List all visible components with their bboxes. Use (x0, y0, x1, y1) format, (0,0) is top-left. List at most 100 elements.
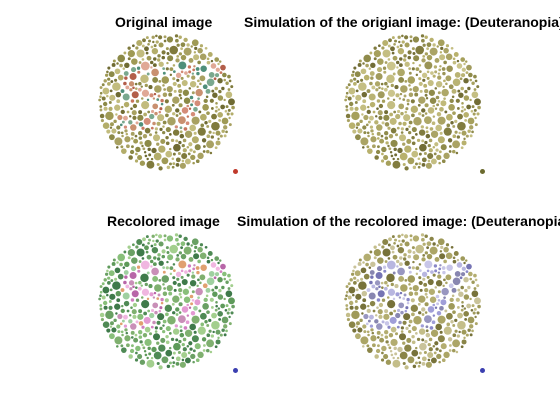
plate-dot (377, 344, 380, 348)
plate-dot (211, 320, 220, 330)
plate-dot (404, 35, 409, 40)
plate-dot (396, 356, 400, 360)
plate-dot (206, 333, 211, 338)
plate-dot (117, 273, 124, 280)
plate-dot (225, 81, 229, 85)
plate-dot (179, 325, 183, 329)
plate-dot (120, 344, 124, 348)
plate-dot (153, 351, 162, 360)
plate-dot (417, 157, 421, 161)
plate-dot (166, 165, 171, 170)
plate-dot (403, 54, 407, 58)
plate-dot (384, 131, 389, 136)
plate-dot (142, 332, 148, 338)
plate-dot (176, 43, 180, 47)
plate-dot (457, 320, 466, 330)
plate-dot (368, 266, 372, 269)
plate-dot (409, 238, 413, 242)
plate-dot (117, 74, 124, 81)
plate-dot (380, 134, 384, 138)
plate-dot (116, 345, 119, 348)
plate-dot (152, 239, 155, 243)
plate-dot (427, 358, 431, 362)
plate-dot (192, 349, 196, 353)
plate-dot (426, 253, 433, 260)
plate-dot (177, 116, 186, 125)
plate-dot (391, 235, 395, 239)
plate-dot (398, 77, 405, 83)
plate-dot (464, 118, 468, 122)
plate-dot (434, 286, 438, 289)
plate-dot (169, 361, 172, 365)
plate-dot (200, 322, 205, 327)
plate-dot (405, 107, 409, 111)
plate-dot (193, 54, 200, 61)
plate-dot (179, 329, 183, 333)
plate-dot (157, 313, 165, 321)
plate-dot (166, 51, 170, 55)
plate-dot (377, 290, 385, 298)
plate-dot (193, 51, 197, 54)
plate-dot (172, 96, 180, 104)
plate-dot (396, 126, 400, 130)
plate-dot (165, 325, 171, 332)
plate-dot (175, 108, 180, 113)
plate-dot (123, 125, 128, 129)
plate-dot (411, 150, 419, 158)
plate-dot (191, 315, 200, 324)
plate-dot (178, 302, 183, 307)
plate-dot (175, 271, 182, 277)
plate-dot (437, 75, 442, 80)
plate-dot (157, 54, 161, 58)
plate-dot (141, 101, 150, 110)
plate-dot (463, 108, 467, 111)
plate-dot (348, 122, 356, 130)
plate-dot (376, 137, 380, 140)
plate-dot (366, 344, 370, 348)
plate-dot (352, 328, 357, 333)
plate-dot (385, 160, 392, 166)
plate-dot (441, 159, 446, 164)
plate-dot (421, 72, 428, 78)
plate-dot (162, 291, 168, 296)
plate-dot (115, 312, 118, 315)
plate-dot (418, 64, 422, 67)
plate-dot (348, 101, 354, 107)
plate-dot (421, 139, 425, 143)
plate-dot (392, 98, 396, 102)
plate-dot (461, 130, 467, 136)
plate-dot (121, 134, 124, 138)
plate-dot (130, 323, 137, 330)
plate-dot (215, 266, 220, 271)
plate-dot (476, 311, 480, 315)
plate-dot (383, 354, 389, 360)
plate-dot (418, 263, 422, 266)
plate-dot (367, 134, 370, 138)
plate-dot (379, 138, 385, 144)
plate-dot (430, 329, 439, 337)
plate-dot (406, 98, 410, 103)
plate-dot (394, 85, 399, 90)
plate-dot (428, 138, 433, 143)
plate-dot (192, 68, 196, 72)
plate-dot (123, 81, 127, 86)
plate-dot (157, 293, 161, 297)
plate-dot (172, 162, 176, 166)
plate-dot (454, 318, 458, 322)
plate-dot (156, 297, 160, 300)
plate-dot (228, 116, 231, 120)
plate-dot (384, 280, 388, 285)
plate-dot (369, 314, 374, 320)
plate-dot (179, 162, 186, 169)
plate-dot (171, 157, 175, 161)
plate-dot (354, 71, 361, 78)
plate-dot (166, 61, 169, 65)
plate-dot (127, 50, 135, 58)
plate-dot (151, 35, 155, 39)
plate-dot (403, 313, 411, 321)
plate-dot (378, 44, 381, 48)
plate-dot (386, 97, 390, 100)
plate-dot (345, 304, 349, 307)
plate-dot (387, 101, 396, 110)
plate-dot (457, 107, 460, 110)
